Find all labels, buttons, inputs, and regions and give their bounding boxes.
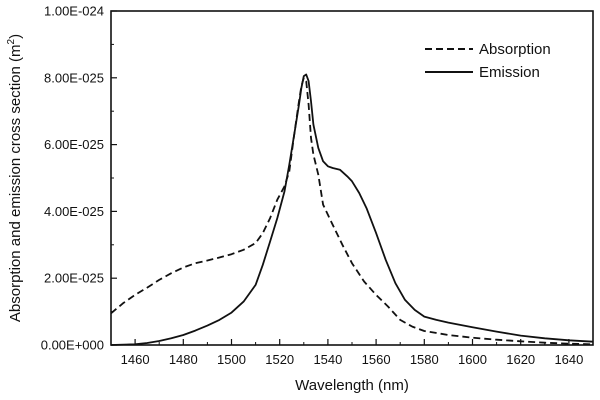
y-tick-label: 8.00E-025	[44, 70, 104, 85]
plot-area: 1460 1480 1500 1520 1540 1560 1580 1600 1620 1640…	[41, 4, 594, 367]
x-tick-label: 1500	[217, 352, 246, 367]
y-tick-label: 1.00E-024	[44, 4, 104, 19]
series-layer	[110, 73, 594, 346]
x-tick-label: 1460	[121, 352, 150, 367]
y-axis-title-superscript: 2	[6, 38, 17, 44]
series-line-emission	[110, 73, 594, 346]
y-axis-title-main: Absorption and emission cross section (m	[7, 44, 24, 322]
legend: Absorption Emission	[425, 41, 551, 81]
x-tick-label: 1620	[506, 352, 535, 367]
x-tick-label: 1640	[554, 352, 583, 367]
x-axis-title: Wavelength (nm)	[295, 377, 409, 394]
x-tick-label: 1580	[410, 352, 439, 367]
x-tick-label: 1540	[313, 352, 342, 367]
x-axis-ticks: 1460 1480 1500 1520 1540 1560 1580 1600 1620 1640	[110, 339, 594, 367]
x-tick-label: 1520	[265, 352, 294, 367]
legend-label-emission: Emission	[479, 64, 540, 81]
plot-frame	[110, 10, 594, 346]
y-tick-label: 0.00E+000	[41, 338, 104, 353]
y-tick-label: 2.00E-025	[44, 271, 104, 286]
y-axis-title-close: )	[7, 34, 24, 39]
y-axis-title: Absorption and emission cross section (m…	[6, 34, 24, 322]
legend-label-absorption: Absorption	[479, 41, 551, 58]
x-tick-label: 1560	[362, 352, 391, 367]
y-tick-label: 4.00E-025	[44, 204, 104, 219]
y-axis-ticks: 0.00E+000 2.00E-025 4.00E-025 6.00E-025 8.00…	[41, 4, 117, 353]
x-tick-label: 1600	[458, 352, 487, 367]
series-line-absorption	[110, 76, 594, 346]
y-tick-label: 6.00E-025	[44, 137, 104, 152]
x-tick-label: 1480	[169, 352, 198, 367]
